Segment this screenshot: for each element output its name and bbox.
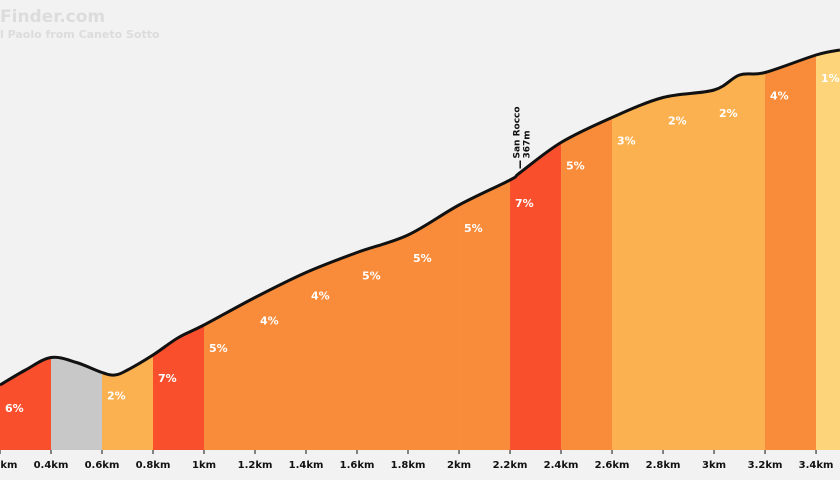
- segment: [765, 50, 817, 450]
- grade-label: 3%: [617, 135, 636, 148]
- grade-label: 7%: [158, 372, 177, 385]
- grade-label: 4%: [260, 315, 279, 328]
- x-tick-label: 0.8km: [136, 460, 171, 471]
- chart-subtitle: l Paolo from Caneto Sotto: [0, 28, 160, 41]
- grade-label: 5%: [566, 160, 585, 173]
- foreground: 6% 2% 7% 5% 4% 4% 5% 5% 5% 7% 5% 3% 2% 2% 4% 1% San Rocc…: [0, 48, 840, 471]
- x-tick-label: 2.8km: [646, 460, 681, 471]
- x-tick-label: 1.8km: [391, 460, 426, 471]
- x-tick-label: 2.4km: [544, 460, 579, 471]
- chart-title: Finder.com: [0, 7, 105, 27]
- x-tick-label: 0.2km: [0, 460, 17, 471]
- grade-label: 7%: [515, 197, 534, 210]
- annotation-text: San Rocco: [513, 106, 523, 158]
- grade-label: 6%: [5, 402, 24, 415]
- x-tick-label: 0.4km: [34, 460, 69, 471]
- grade-label: 5%: [362, 270, 381, 283]
- x-tick-label: 3.4km: [799, 460, 834, 471]
- x-tick-label: 1.6km: [340, 460, 375, 471]
- x-tick-label: 3km: [702, 460, 726, 471]
- x-tick-label: 2.6km: [595, 460, 630, 471]
- grade-label: 5%: [464, 222, 483, 235]
- grade-label: 2%: [668, 115, 687, 128]
- segment: [714, 50, 766, 450]
- elevation-line: [0, 48, 840, 387]
- grade-label: 4%: [770, 90, 789, 103]
- segment: [663, 50, 715, 450]
- segment: [816, 50, 840, 450]
- x-tick-label: 3.2km: [748, 460, 783, 471]
- grade-label: 5%: [209, 342, 228, 355]
- grade-label: 1%: [821, 72, 840, 85]
- annotation-subtext: 367m: [523, 130, 533, 158]
- x-tick-label: 2km: [447, 460, 471, 471]
- grade-label: 4%: [311, 290, 330, 303]
- grade-label: 2%: [107, 390, 126, 403]
- x-tick-label: 2.2km: [493, 460, 528, 471]
- x-tick-label: 1km: [192, 460, 216, 471]
- x-tick-label: 1.4km: [289, 460, 324, 471]
- x-tick-label: 0.6km: [85, 460, 120, 471]
- x-tick-label: 1.2km: [238, 460, 273, 471]
- grade-label: 2%: [719, 107, 738, 120]
- segment: [612, 50, 664, 450]
- grade-label: 5%: [413, 252, 432, 265]
